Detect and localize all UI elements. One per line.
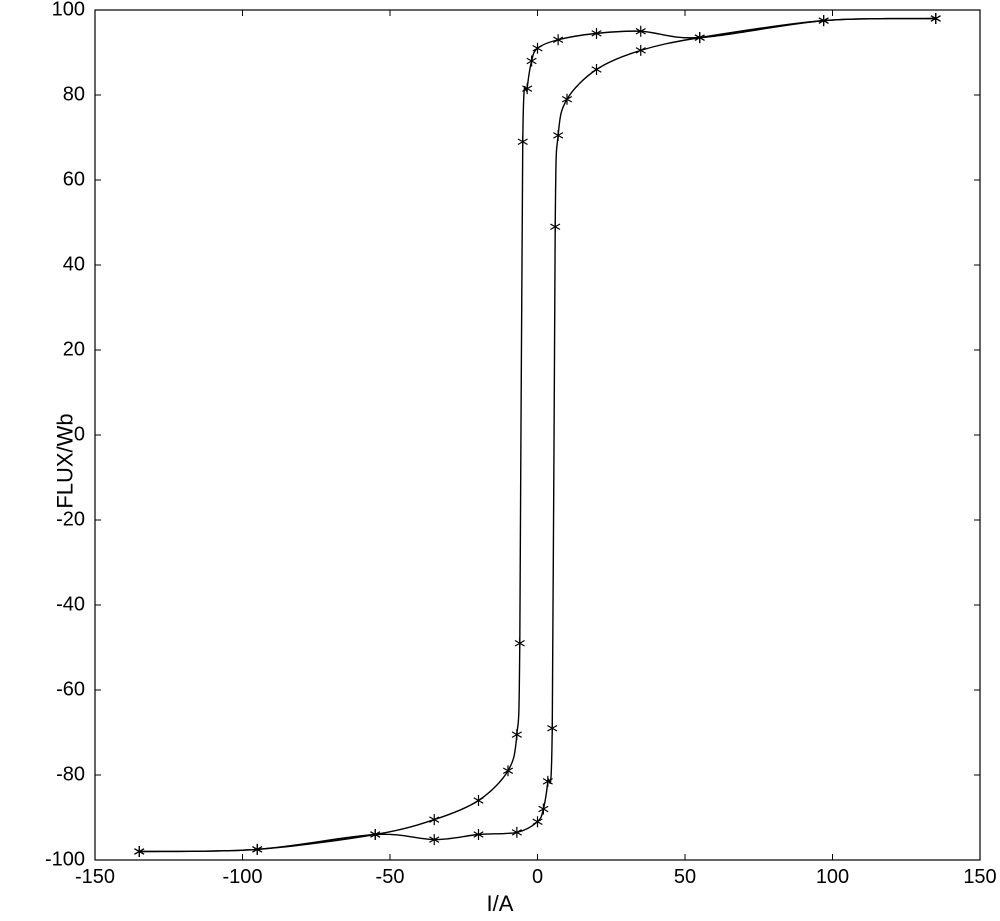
y-tick-label: 60: [63, 169, 85, 192]
y-tick-label: -100: [45, 849, 85, 872]
x-tick-label: -50: [376, 866, 405, 889]
chart-svg: [0, 0, 1000, 921]
y-tick-label: 40: [63, 254, 85, 277]
y-tick-label: -60: [56, 679, 85, 702]
y-tick-label: 0: [74, 424, 85, 447]
x-tick-label: 100: [816, 866, 849, 889]
x-tick-label: -100: [222, 866, 262, 889]
y-tick-label: 80: [63, 84, 85, 107]
x-axis-label: I/A: [487, 891, 514, 917]
y-tick-label: 20: [63, 339, 85, 362]
y-tick-label: -40: [56, 594, 85, 617]
x-tick-label: 150: [963, 866, 996, 889]
x-tick-label: 50: [674, 866, 696, 889]
hysteresis-chart: FLUX/Wb I/A -150-100-50050100150-100-80-…: [0, 0, 1000, 921]
y-tick-label: -80: [56, 764, 85, 787]
y-tick-label: 100: [52, 0, 85, 22]
x-tick-label: 0: [532, 866, 543, 889]
y-tick-label: -20: [56, 509, 85, 532]
